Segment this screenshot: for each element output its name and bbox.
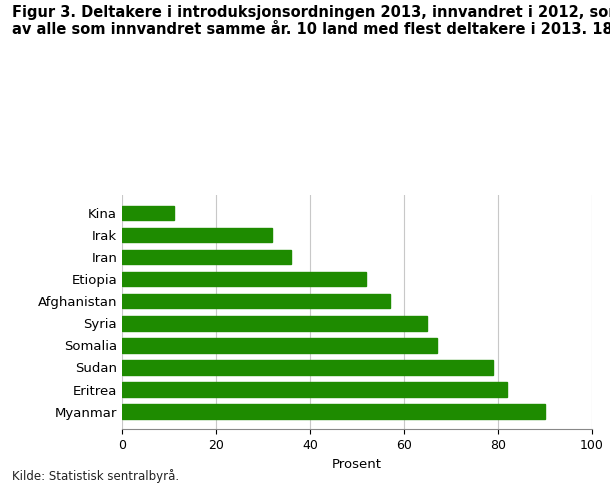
- Bar: [122, 338, 437, 353]
- Bar: [122, 228, 272, 242]
- Text: Figur 3. Deltakere i introduksjonsordningen 2013, innvandret i 2012, som andel
a: Figur 3. Deltakere i introduksjonsordnin…: [12, 5, 610, 37]
- X-axis label: Prosent: Prosent: [332, 458, 382, 471]
- Bar: [122, 316, 427, 330]
- Bar: [122, 294, 390, 308]
- Bar: [122, 272, 366, 286]
- Bar: [122, 360, 493, 375]
- Bar: [122, 250, 291, 264]
- Bar: [122, 206, 174, 220]
- Bar: [122, 383, 507, 397]
- Text: Kilde: Statistisk sentralbyrå.: Kilde: Statistisk sentralbyrå.: [12, 469, 179, 483]
- Bar: [122, 405, 545, 419]
